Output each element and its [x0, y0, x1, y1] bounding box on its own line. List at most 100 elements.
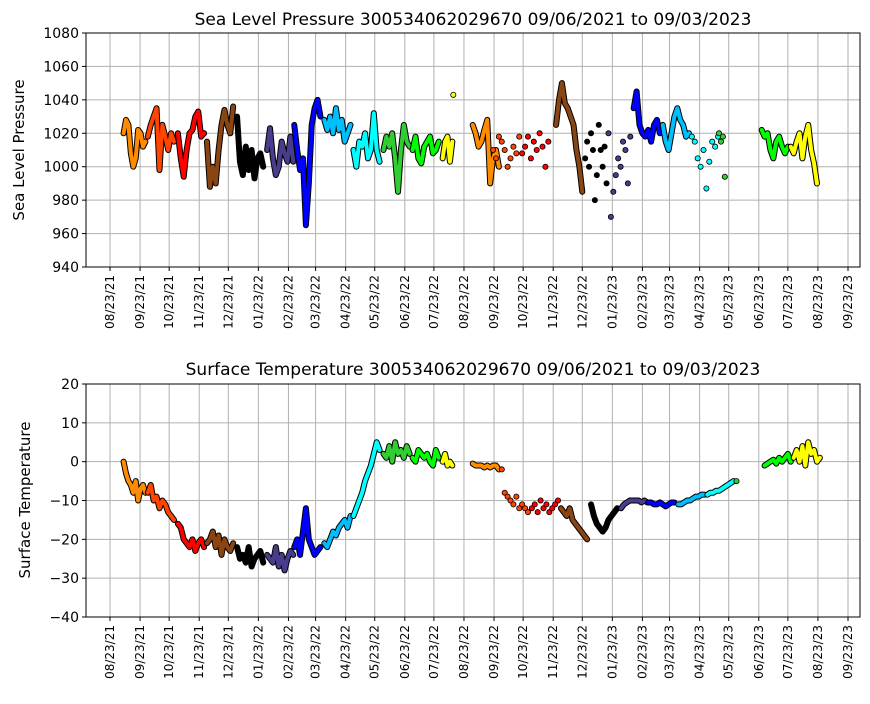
pressure-data-point — [635, 90, 639, 93]
pressure-data-point — [501, 146, 508, 153]
pressure-data-point — [681, 123, 685, 127]
pressure-data-point — [149, 123, 153, 127]
pressure-data-point — [277, 165, 281, 169]
temperature-y-tick-label: −30 — [49, 571, 79, 587]
temperature-x-tick-label: 12/23/22 — [575, 625, 589, 679]
pressure-data-point — [313, 106, 317, 110]
temperature-data-point — [307, 537, 311, 541]
pressure-data-point — [712, 143, 719, 150]
temperature-series-line — [558, 506, 590, 542]
temperature-data-point — [431, 464, 435, 468]
pressure-data-point — [678, 118, 682, 122]
temperature-data-point — [363, 479, 367, 483]
pressure-data-point — [354, 165, 358, 169]
temperature-data-point — [708, 491, 712, 495]
pressure-data-point — [225, 123, 229, 127]
pressure-data-point — [703, 185, 710, 192]
pressure-data-point — [378, 160, 382, 164]
pressure-series-line — [660, 106, 691, 152]
pressure-series-jan-2022 — [234, 113, 267, 182]
pressure-series-line — [470, 117, 501, 186]
pressure-data-point — [331, 131, 335, 135]
pressure-data-point — [231, 105, 235, 109]
temperature-data-point — [705, 493, 709, 497]
temperature-data-point — [559, 506, 563, 510]
pressure-series-line — [759, 127, 790, 161]
pressure-data-point — [295, 148, 299, 152]
temperature-x-tick-label: 04/23/23 — [693, 625, 707, 679]
pressure-data-point — [504, 163, 511, 170]
pressure-data-point — [632, 106, 636, 110]
pressure-data-point — [244, 145, 248, 149]
pressure-data-point — [250, 148, 254, 152]
pressure-data-point — [268, 126, 272, 130]
pressure-data-point — [563, 101, 567, 105]
temperature-data-point — [540, 505, 547, 512]
temperature-chart-title: Surface Temperature 300534062029670 09/0… — [186, 360, 761, 380]
pressure-data-point — [346, 131, 350, 135]
temperature-data-point — [340, 522, 344, 526]
pressure-data-point — [255, 156, 259, 160]
temperature-series-line — [410, 448, 441, 468]
pressure-data-point — [222, 108, 226, 112]
pressure-data-point — [405, 140, 409, 144]
pressure-y-tick-label: 1020 — [43, 126, 79, 142]
temperature-data-point — [199, 537, 203, 541]
pressure-data-point — [413, 135, 417, 139]
pressure-data-point — [425, 140, 429, 144]
pressure-series-line — [235, 114, 266, 181]
temperature-data-point — [792, 456, 796, 460]
temperature-x-tick-label: 07/23/23 — [781, 625, 795, 679]
temperature-data-point — [155, 495, 159, 499]
temperature-data-point — [378, 448, 382, 452]
temperature-data-point — [157, 506, 161, 510]
pressure-data-point — [806, 123, 810, 127]
temperature-data-point — [501, 489, 508, 496]
pressure-data-point — [443, 140, 447, 144]
pressure-x-tick-label: 10/23/22 — [516, 275, 530, 329]
temperature-y-tick-label: −20 — [49, 532, 79, 548]
pressure-data-point — [795, 140, 799, 144]
temperature-series-line — [676, 492, 707, 507]
temperature-data-point — [250, 565, 254, 569]
pressure-data-point — [202, 131, 206, 135]
temperature-series-jul-2022 — [409, 447, 442, 469]
temperature-series-jun-2022 — [380, 439, 413, 465]
temperature-x-tick-label: 02/23/23 — [635, 625, 649, 679]
pressure-series-mar-2023 — [630, 88, 663, 145]
pressure-data-point — [658, 131, 662, 135]
pressure-series-line — [121, 117, 148, 169]
pressure-x-tick-label: 01/23/23 — [605, 275, 619, 329]
temperature-data-point — [522, 505, 529, 512]
temperature-data-point — [295, 537, 299, 541]
temperature-data-point — [325, 545, 329, 549]
pressure-data-point — [588, 130, 595, 137]
pressure-data-point — [519, 150, 526, 157]
pressure-data-point — [208, 185, 212, 189]
pressure-data-point — [280, 140, 284, 144]
temperature-data-point — [565, 514, 569, 518]
pressure-data-point — [285, 160, 289, 164]
temperature-data-point — [598, 526, 602, 530]
temperature-data-point — [628, 499, 632, 502]
temperature-data-point — [346, 526, 350, 530]
pressure-data-point — [684, 135, 688, 139]
pressure-series-aug-2022 — [439, 133, 456, 165]
pressure-data-point — [143, 140, 147, 144]
temperature-data-point — [322, 541, 326, 545]
temperature-data-point — [664, 504, 668, 508]
temperature-data-point — [247, 545, 251, 549]
temperature-data-point — [815, 460, 819, 464]
pressure-data-point — [310, 123, 314, 127]
temperature-data-point — [585, 537, 589, 541]
pressure-data-point — [615, 155, 622, 162]
temperature-data-point — [652, 502, 656, 506]
pressure-data-point — [450, 140, 454, 144]
temperature-data-point — [411, 456, 415, 460]
temperature-series-feb-2023 — [618, 497, 651, 512]
temperature-data-point — [179, 526, 183, 530]
temperature-series-line — [322, 514, 353, 550]
temperature-series-oct-2021 — [144, 481, 178, 523]
pressure-data-point — [582, 155, 589, 162]
temperature-data-point — [231, 541, 235, 545]
